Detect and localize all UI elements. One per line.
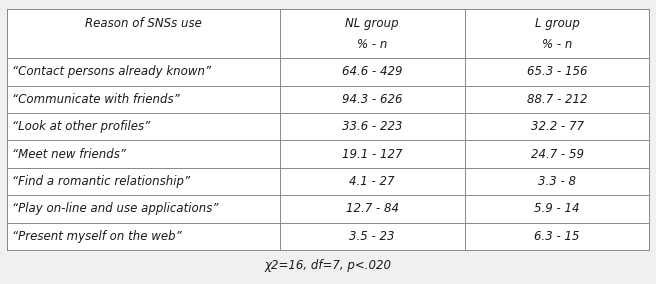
Text: 19.1 - 127: 19.1 - 127	[342, 148, 402, 160]
Text: 65.3 - 156: 65.3 - 156	[527, 65, 587, 78]
Text: 3.3 - 8: 3.3 - 8	[538, 175, 576, 188]
Text: “Find a romantic relationship”: “Find a romantic relationship”	[12, 175, 190, 188]
Text: L group: L group	[535, 17, 579, 30]
Text: Reason of SNSs use: Reason of SNSs use	[85, 17, 201, 30]
Text: 32.2 - 77: 32.2 - 77	[531, 120, 584, 133]
Text: “Look at other profiles”: “Look at other profiles”	[12, 120, 150, 133]
Text: 3.5 - 23: 3.5 - 23	[350, 230, 395, 243]
Text: 88.7 - 212: 88.7 - 212	[527, 93, 587, 106]
Text: NL group: NL group	[346, 17, 399, 30]
Text: “Communicate with friends”: “Communicate with friends”	[12, 93, 180, 106]
Text: χ2=16, df=7, p<.020: χ2=16, df=7, p<.020	[264, 259, 392, 272]
Text: 6.3 - 15: 6.3 - 15	[534, 230, 580, 243]
Text: % - n: % - n	[542, 38, 572, 51]
Text: 24.7 - 59: 24.7 - 59	[531, 148, 584, 160]
Bar	[7, 9, 649, 250]
Text: % - n: % - n	[357, 38, 388, 51]
Text: 12.7 - 84: 12.7 - 84	[346, 202, 399, 215]
Text: “Present myself on the web”: “Present myself on the web”	[12, 230, 182, 243]
Text: 4.1 - 27: 4.1 - 27	[350, 175, 395, 188]
Text: “Contact persons already known”: “Contact persons already known”	[12, 65, 211, 78]
Text: 94.3 - 626: 94.3 - 626	[342, 93, 402, 106]
Text: “Meet new friends”: “Meet new friends”	[12, 148, 126, 160]
Text: 33.6 - 223: 33.6 - 223	[342, 120, 402, 133]
Text: “Play on-line and use applications”: “Play on-line and use applications”	[12, 202, 218, 215]
Text: 64.6 - 429: 64.6 - 429	[342, 65, 402, 78]
Text: 5.9 - 14: 5.9 - 14	[534, 202, 580, 215]
